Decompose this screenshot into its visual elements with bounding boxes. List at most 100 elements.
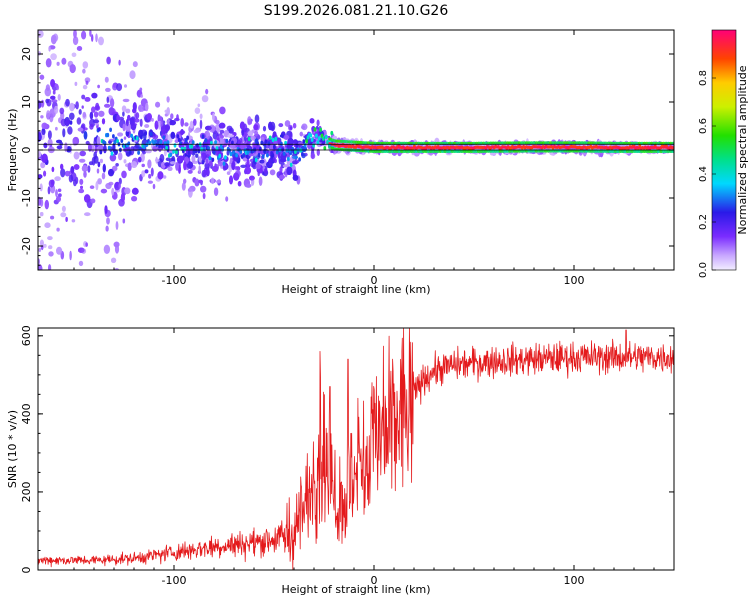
heatmap-cell [180,118,184,127]
heatmap-cell [93,111,99,118]
heatmap-cell [199,113,203,120]
heatmap-cell [38,196,42,206]
heatmap-cell [69,120,73,125]
heatmap-cell [108,140,112,144]
heatmap-cell [113,241,120,248]
heatmap-cell [124,187,131,195]
heatmap-cell [216,179,222,184]
heatmap-cell [422,146,426,149]
heatmap-cell [518,146,522,149]
heatmap-cell [116,139,119,144]
heatmap-cell [175,162,180,171]
heatmap-cell [542,145,546,149]
heatmap-cell [48,251,54,257]
heatmap-cell [205,125,212,131]
heatmap-cell [592,146,596,149]
heatmap-cell [101,118,106,125]
heatmap-cell [273,144,276,150]
heatmap-cell [82,111,87,118]
heatmap-cell [47,186,51,195]
heatmap-cell [147,159,152,169]
heatmap-cell [60,168,66,178]
heatmap-cell [38,132,42,142]
heatmap-cell [154,139,157,144]
heatmap-cell [167,166,173,171]
heatmap-cell [164,109,169,114]
heatmap-cell [89,185,95,189]
heatmap-cell [623,146,627,149]
heatmap-cell [56,196,61,202]
heatmap-cell [563,145,567,149]
heatmap-cell [338,144,342,147]
heatmap-cell [115,221,119,230]
heatmap-cell [98,110,105,117]
heatmap-cell [75,101,79,110]
heatmap-cell [218,122,226,129]
heatmap-cell [126,118,129,127]
heatmap-cell [95,181,99,191]
heatmap-cell [176,114,179,121]
heatmap-cell [211,165,219,172]
heatmap-cell [417,146,421,149]
heatmap-cell [73,164,80,170]
heatmap-cell [214,140,218,145]
heatmap-cell [82,84,88,90]
heatmap-cell [635,146,639,149]
heatmap-cell [638,146,642,149]
heatmap-cell [537,145,541,149]
heatmap-cell [217,161,223,167]
heatmap-cell [402,146,406,149]
heatmap-cell [279,166,283,174]
heatmap-cell [104,205,108,214]
colorbar-ticks: 0.0 0.2 0.4 0.6 0.8 [698,70,716,278]
heatmap-cell [614,146,618,149]
heatmap-cell [71,52,77,58]
heatmap-cell [590,146,594,149]
heatmap-cell [99,158,103,164]
heatmap-cell [118,177,122,185]
heatmap-cell [43,142,48,149]
heatmap-cell [301,123,308,131]
heatmap-cell [206,149,212,158]
heatmap-cell [236,166,241,171]
heatmap-cell [666,146,671,149]
heatmap-cell [279,174,285,180]
heatmap-cell [340,144,344,147]
heatmap-cell [357,145,361,148]
heatmap-cell [38,150,42,158]
heatmap-xtick-label: 100 [564,274,585,287]
heatmap-cell [89,123,94,130]
heatmap-cell [283,134,290,140]
heatmap-cell [56,246,63,255]
heatmap-cell [242,153,246,158]
heatmap-cell [212,112,215,121]
heatmap-cell [64,119,71,126]
heatmap-ytick-label: -20 [20,237,33,255]
heatmap-cell [412,146,416,149]
heatmap-cell [371,146,375,149]
heatmap-cell [72,36,79,46]
heatmap-cell [443,146,447,149]
colorbar-tick-label: 0.8 [698,70,709,86]
heatmap-cell [324,134,328,140]
heatmap-cell [162,135,166,140]
heatmap-cell [395,146,399,149]
heatmap-cell [115,163,119,167]
heatmap-cell [508,146,512,149]
snr-ytick-label: 200 [20,481,33,502]
heatmap-cell [118,183,121,189]
heatmap-cell [181,182,186,191]
heatmap-cell [458,146,462,149]
heatmap-cell [39,212,44,217]
snr-xlabel: Height of straight line (km) [281,583,430,596]
heatmap-cell [219,135,224,139]
heatmap-cell [172,149,176,154]
snr-series-line [38,328,674,570]
heatmap-cell [293,139,298,144]
heatmap-cell [191,140,195,145]
heatmap-cell [515,146,519,149]
heatmap-cell [268,135,272,140]
heatmap-cell [163,175,167,179]
heatmap-cell [602,146,606,149]
heatmap-cell [200,185,207,193]
